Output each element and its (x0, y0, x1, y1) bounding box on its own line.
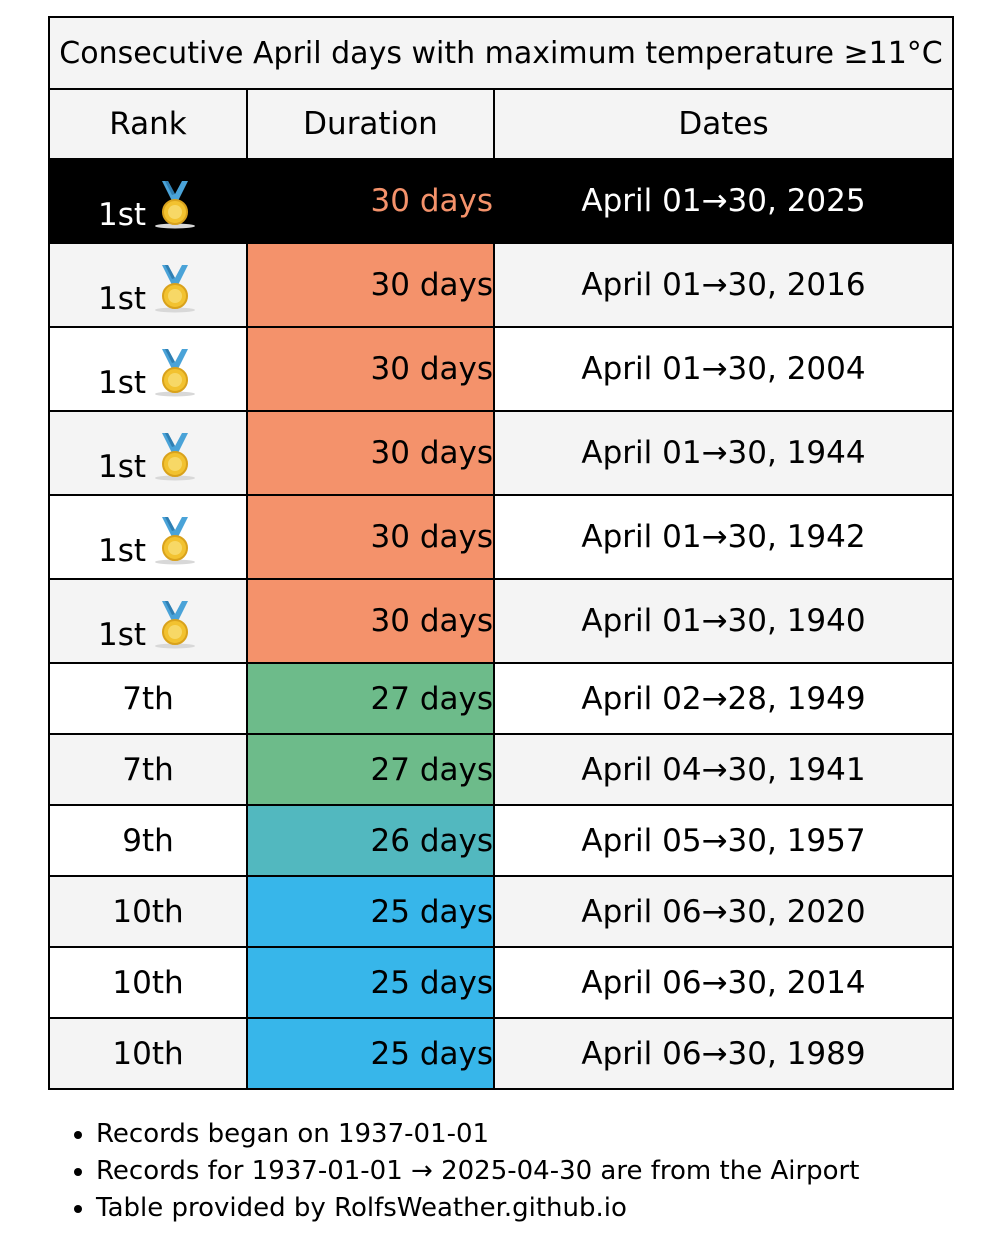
gold-medal-icon (146, 431, 198, 483)
table-row: 1st 30 days April 01→30, 1944 (48, 410, 955, 496)
rank-label: 10th (112, 1035, 184, 1072)
table-body: 1st 30 days April 01→30, 2025 1st 30 days Apr… (48, 158, 955, 1090)
table-row: 1st 30 days April 01→30, 2004 (48, 326, 955, 412)
rank-cell: 1st (48, 158, 248, 244)
duration-cell: 30 days (246, 410, 495, 496)
rank-label: 10th (112, 964, 184, 1001)
dates-cell: April 05→30, 1957 (492, 804, 955, 877)
duration-cell: 30 days (246, 494, 495, 580)
rank-label: 1st (97, 281, 147, 317)
note-item: Table provided by RolfsWeather.github.io (96, 1190, 859, 1227)
table-row: 10th 25 days April 06→30, 2020 (48, 875, 955, 948)
rank-cell: 1st (48, 494, 248, 580)
rank-label: 7th (122, 680, 174, 717)
rank-cell: 10th (48, 1017, 248, 1090)
table-row: 7th 27 days April 04→30, 1941 (48, 733, 955, 806)
dates-cell: April 04→30, 1941 (492, 733, 955, 806)
dates-cell: April 01→30, 2016 (492, 242, 955, 328)
dates-cell: April 01→30, 2025 (492, 158, 955, 244)
note-item: Records began on 1937-01-01 (96, 1116, 859, 1153)
dates-cell: April 01→30, 1942 (492, 494, 955, 580)
rank-label: 1st (97, 365, 147, 401)
dates-cell: April 01→30, 1940 (492, 578, 955, 664)
table-row: 1st 30 days April 01→30, 2016 (48, 242, 955, 328)
table-row: 10th 25 days April 06→30, 1989 (48, 1017, 955, 1090)
table-row: 1st 30 days April 01→30, 1940 (48, 578, 955, 664)
duration-cell: 30 days (246, 578, 495, 664)
table-title: Consecutive April days with maximum temp… (47, 16, 955, 90)
column-header-rank: Rank (48, 88, 248, 160)
rank-cell: 1st (48, 578, 248, 664)
duration-cell: 27 days (246, 662, 495, 735)
rank-cell: 10th (48, 946, 248, 1019)
duration-cell: 25 days (246, 1017, 495, 1090)
gold-medal-icon (146, 263, 198, 315)
column-header-dates: Dates (492, 88, 955, 160)
rank-label: 1st (97, 533, 147, 569)
gold-medal-icon (146, 515, 198, 567)
gold-medal-icon (146, 599, 198, 651)
dates-cell: April 06→30, 1989 (492, 1017, 955, 1090)
dates-cell: April 01→30, 1944 (492, 410, 955, 496)
rank-label: 10th (112, 893, 184, 930)
table-row: 1st 30 days April 01→30, 2025 (48, 158, 955, 244)
rank-cell: 7th (48, 733, 248, 806)
duration-cell: 25 days (246, 946, 495, 1019)
records-table: Consecutive April days with maximum temp… (47, 16, 955, 1090)
duration-cell: 26 days (246, 804, 495, 877)
duration-cell: 30 days (246, 326, 495, 412)
duration-cell: 27 days (246, 733, 495, 806)
dates-cell: April 01→30, 2004 (492, 326, 955, 412)
rank-label: 9th (122, 822, 174, 859)
column-header-duration: Duration (246, 88, 495, 160)
dates-cell: April 06→30, 2014 (492, 946, 955, 1019)
rank-label: 1st (97, 617, 147, 653)
rank-cell: 7th (48, 662, 248, 735)
gold-medal-icon (146, 179, 198, 231)
dates-cell: April 02→28, 1949 (492, 662, 955, 735)
rank-label: 7th (122, 751, 174, 788)
duration-cell: 30 days (246, 242, 495, 328)
duration-cell: 30 days (246, 158, 495, 244)
rank-label: 1st (97, 449, 147, 485)
rank-cell: 1st (48, 242, 248, 328)
table-row: 1st 30 days April 01→30, 1942 (48, 494, 955, 580)
notes-list: Records began on 1937-01-01 Records for … (48, 1116, 859, 1227)
gold-medal-icon (146, 347, 198, 399)
rank-cell: 9th (48, 804, 248, 877)
rank-cell: 10th (48, 875, 248, 948)
rank-cell: 1st (48, 410, 248, 496)
table-row: 7th 27 days April 02→28, 1949 (48, 662, 955, 735)
table-row: 9th 26 days April 05→30, 1957 (48, 804, 955, 877)
table-row: 10th 25 days April 06→30, 2014 (48, 946, 955, 1019)
dates-cell: April 06→30, 2020 (492, 875, 955, 948)
note-item: Records for 1937-01-01 → 2025-04-30 are … (96, 1153, 859, 1190)
rank-label: 1st (97, 197, 147, 233)
duration-cell: 25 days (246, 875, 495, 948)
rank-cell: 1st (48, 326, 248, 412)
